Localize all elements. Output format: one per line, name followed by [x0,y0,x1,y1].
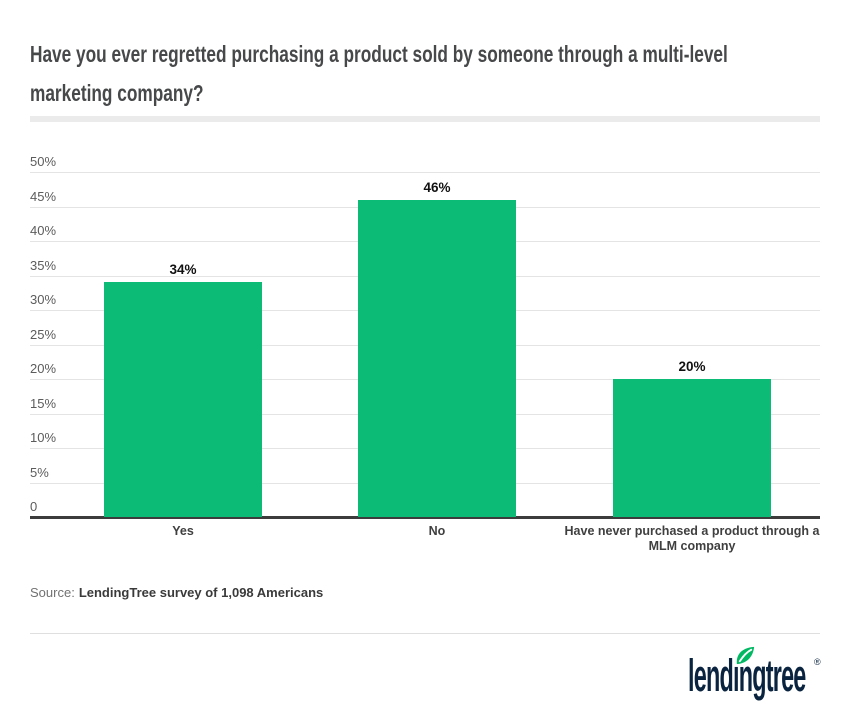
category-label: Yes [172,524,194,538]
y-axis-tick-label: 10% [30,430,57,445]
source-label: Source: [30,585,75,600]
lendingtree-logo: lendıngtree ® [688,646,828,703]
bar-value-label: 34% [169,262,197,277]
bar-value-label: 20% [678,359,706,374]
bar-yes [104,282,262,517]
lendingtree-leaf-icon [736,646,755,665]
bar-value-label: 46% [423,180,451,195]
source-text: LendingTree survey of 1,098 Americans [78,585,324,600]
title-divider-bar [30,116,820,122]
chart-question-title: Have you ever regretted purchasing a pro… [30,41,728,106]
gridline [30,172,820,173]
category-label: No [428,524,446,538]
y-axis-tick-label: 35% [30,257,57,273]
category-label: Have never purchased a product through a… [564,524,820,553]
y-axis-tick-label: 50% [30,154,57,169]
source-line: Source: LendingTree survey of 1,098 Ameri… [30,585,323,600]
bar-chart-area: 50% 45% 40% 35% 30% 25% 20% 15% 10% 5% 0 34% Yes 46% N… [30,150,820,580]
footer-divider [30,633,820,634]
y-axis-tick-label: 20% [30,361,57,376]
bar-have-never-purchased-a-product [613,379,771,517]
y-axis-tick-label: 25% [30,326,57,342]
y-axis-tick-label: 45% [30,188,57,204]
lendingtree-wordmark: lendıngtree [688,650,806,701]
y-axis-tick-label: 0 [30,499,38,514]
x-axis-line [30,516,820,519]
y-axis-tick-label: 40% [30,223,57,238]
bar-no [358,200,516,517]
y-axis-tick-label: 15% [30,395,57,411]
registered-trademark-symbol: ® [814,657,821,667]
y-axis-tick-label: 30% [30,292,57,307]
y-axis-tick-label: 5% [30,464,49,480]
